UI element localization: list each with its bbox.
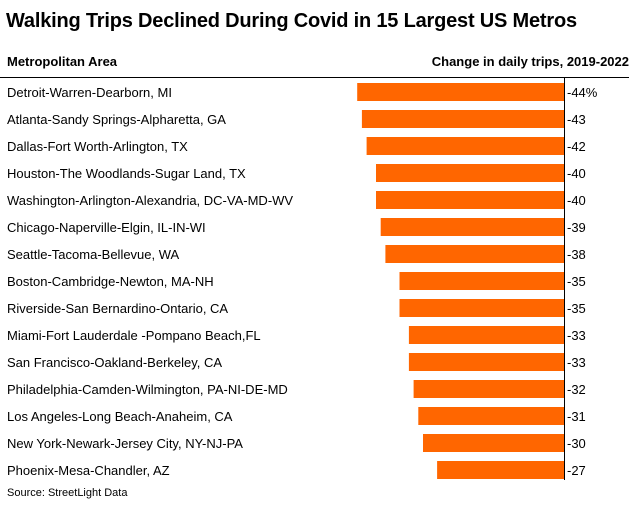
category-label: Houston-The Woodlands-Sugar Land, TX	[7, 166, 246, 181]
bar	[399, 272, 564, 290]
category-label: Los Angeles-Long Beach-Anaheim, CA	[7, 409, 233, 424]
source-note: Source: StreetLight Data	[7, 487, 128, 499]
value-label: -27	[567, 463, 586, 478]
value-label: -39	[567, 220, 586, 235]
category-label: Riverside-San Bernardino-Ontario, CA	[7, 301, 228, 316]
category-label: Atlanta-Sandy Springs-Alpharetta, GA	[7, 112, 226, 127]
value-label: -35	[567, 301, 586, 316]
bar	[437, 461, 564, 479]
value-label: -44%	[567, 85, 598, 100]
bar	[376, 191, 564, 209]
value-label: -30	[567, 436, 586, 451]
bar	[361, 110, 564, 128]
bar	[408, 353, 564, 371]
value-label: -31	[567, 409, 586, 424]
value-column-header: Change in daily trips, 2019-2022	[431, 54, 629, 69]
value-label: -35	[567, 274, 586, 289]
category-label: New York-Newark-Jersey City, NY-NJ-PA	[7, 436, 243, 451]
bar	[380, 218, 564, 236]
category-column-header: Metropolitan Area	[7, 54, 118, 69]
category-label: Washington-Arlington-Alexandria, DC-VA-M…	[7, 193, 293, 208]
bar	[423, 434, 564, 452]
bar	[408, 326, 564, 344]
bar	[376, 164, 564, 182]
value-label: -32	[567, 382, 586, 397]
bar	[399, 299, 564, 317]
value-label: -33	[567, 355, 586, 370]
bar	[366, 137, 564, 155]
category-label: Philadelphia-Camden-Wilmington, PA-NI-DE…	[7, 382, 288, 397]
value-label: -38	[567, 247, 586, 262]
category-label: Chicago-Naperville-Elgin, IL-IN-WI	[7, 220, 206, 235]
value-label: -40	[567, 166, 586, 181]
bar-chart: Detroit-Warren-Dearborn, MI -44% Atlanta-S…	[7, 78, 598, 480]
header-rule	[0, 77, 629, 78]
bar	[413, 380, 564, 398]
category-label: Dallas-Fort Worth-Arlington, TX	[7, 139, 188, 154]
bar	[357, 83, 564, 101]
category-label: Boston-Cambridge-Newton, MA-NH	[7, 274, 214, 289]
value-label: -43	[567, 112, 586, 127]
category-label: Seattle-Tacoma-Bellevue, WA	[7, 247, 180, 262]
category-label: San Francisco-Oakland-Berkeley, CA	[7, 355, 222, 370]
category-label: Detroit-Warren-Dearborn, MI	[7, 85, 172, 100]
value-label: -33	[567, 328, 586, 343]
category-label: Miami-Fort Lauderdale -Pompano Beach,FL	[7, 328, 261, 343]
bar	[385, 245, 564, 263]
chart-title: Walking Trips Declined During Covid in 1…	[6, 10, 577, 32]
category-label: Phoenix-Mesa-Chandler, AZ	[7, 463, 170, 478]
bar	[418, 407, 564, 425]
value-label: -42	[567, 139, 586, 154]
value-label: -40	[567, 193, 586, 208]
